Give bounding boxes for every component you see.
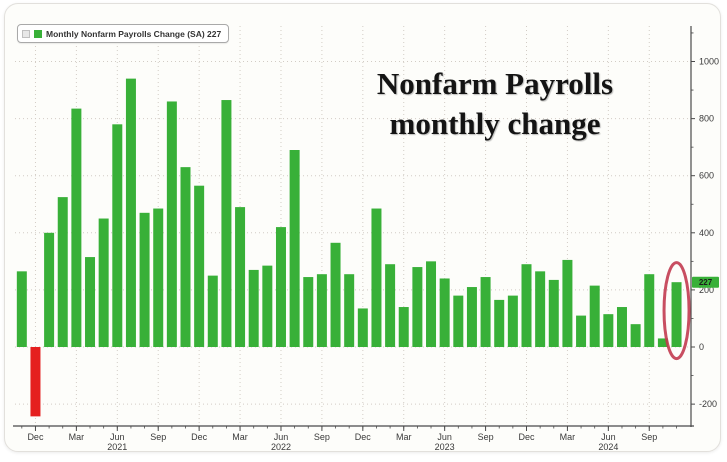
- bar-jul-2022: [289, 150, 300, 347]
- bar-oct-2021: [166, 101, 177, 347]
- x-tick-label-Sep: Sep: [150, 432, 166, 442]
- bar-jan-2021: [44, 232, 55, 347]
- bar-sep-2022: [316, 274, 327, 347]
- bar-jun-2021: [112, 124, 123, 347]
- bars: [16, 78, 682, 417]
- bar-jun-2023: [439, 278, 450, 347]
- bar-jul-2021: [125, 78, 136, 347]
- bar-apr-2024: [576, 315, 587, 347]
- bar-nov-2021: [180, 167, 191, 347]
- bar-jan-2023: [371, 208, 382, 347]
- x-year-label-2022: 2022: [271, 442, 291, 451]
- annotations: 227: [662, 261, 719, 361]
- bar-aug-2023: [466, 287, 477, 347]
- legend-drag-handle-icon: [22, 29, 30, 38]
- legend-label: Monthly Nonfarm Payrolls Change (SA) 227: [46, 28, 222, 39]
- bar-oct-2024: [657, 338, 668, 347]
- x-tick-label-Mar: Mar: [69, 432, 85, 442]
- x-tick-label-Mar: Mar: [396, 432, 412, 442]
- bar-sep-2023: [480, 277, 491, 347]
- bar-may-2024: [589, 285, 600, 347]
- x-tick-label-Jun: Jun: [601, 432, 616, 442]
- chart-title: Nonfarm Payrolls monthly change: [300, 64, 690, 144]
- y-tick-label-0: 0: [699, 342, 704, 352]
- bar-feb-2022: [221, 100, 232, 347]
- chart-title-line-2: monthly change: [389, 106, 601, 141]
- highlight-ellipse-annotation: [662, 261, 691, 361]
- y-tick-label-400: 400: [699, 228, 714, 238]
- bar-aug-2022: [303, 277, 314, 347]
- chart-card: -200 0 200 400 600 800 1000 Dec Mar Jun 2021 Sep Dec…: [4, 3, 721, 452]
- y-tick-label-600: 600: [699, 171, 714, 181]
- bar-may-2022: [262, 265, 273, 347]
- bar-nov-2023: [507, 295, 518, 347]
- bar-oct-2022: [330, 242, 341, 347]
- bar-aug-2021: [139, 212, 150, 347]
- y-tick-label--200: -200: [699, 399, 717, 409]
- bar-jul-2023: [453, 295, 464, 347]
- y-tick-label-1000: 1000: [699, 57, 719, 67]
- bar-jun-2024: [603, 314, 614, 347]
- x-tick-label-Jun: Jun: [437, 432, 452, 442]
- x-tick-label-Dec: Dec: [355, 432, 372, 442]
- y-tick-label-800: 800: [699, 114, 714, 124]
- bar-dec-2020: [30, 347, 41, 417]
- x-tick-label-Sep: Sep: [641, 432, 657, 442]
- bar-mar-2023: [398, 307, 409, 347]
- x-tick-label-Dec: Dec: [27, 432, 44, 442]
- x-tick-label-Dec: Dec: [191, 432, 208, 442]
- bar-dec-2021: [194, 185, 205, 347]
- bar-nov-2022: [344, 274, 355, 347]
- bar-apr-2023: [412, 267, 423, 347]
- x-tick-label-Mar: Mar: [560, 432, 576, 442]
- bar-jan-2024: [535, 271, 546, 347]
- x-tick-label-Mar: Mar: [232, 432, 248, 442]
- bar-sep-2024: [644, 274, 655, 347]
- bar-mar-2021: [71, 108, 82, 347]
- y-tick-label-200: 200: [699, 285, 714, 295]
- bar-mar-2024: [562, 259, 573, 347]
- bar-mar-2022: [235, 207, 246, 347]
- bar-jun-2022: [275, 227, 286, 347]
- bar-may-2021: [98, 218, 109, 347]
- bar-dec-2022: [357, 308, 368, 347]
- x-tick-label-Jun: Jun: [110, 432, 125, 442]
- last-value-badge-text: 227: [699, 278, 713, 287]
- bar-feb-2021: [57, 197, 68, 347]
- bar-feb-2024: [548, 279, 559, 347]
- bar-jul-2024: [616, 307, 627, 347]
- bar-jan-2022: [207, 275, 218, 347]
- bar-apr-2022: [248, 269, 259, 347]
- legend[interactable]: Monthly Nonfarm Payrolls Change (SA) 227: [17, 24, 230, 43]
- bar-nov-2024: [671, 282, 682, 347]
- bar-sep-2021: [153, 208, 164, 347]
- x-tick-label-Dec: Dec: [518, 432, 535, 442]
- last-value-badge: [692, 276, 719, 288]
- x-tick-label-Sep: Sep: [314, 432, 330, 442]
- legend-series-swatch-icon: [34, 29, 42, 38]
- bar-aug-2024: [630, 324, 641, 347]
- bar-oct-2023: [494, 299, 505, 347]
- bar-nov-2020: [16, 271, 27, 347]
- bar-dec-2023: [521, 264, 532, 347]
- bar-feb-2023: [385, 264, 396, 347]
- bar-may-2023: [426, 261, 437, 347]
- x-year-label-2024: 2024: [598, 442, 618, 451]
- x-year-label-2021: 2021: [107, 442, 127, 451]
- x-tick-label-Jun: Jun: [274, 432, 289, 442]
- chart-title-line-1: Nonfarm Payrolls: [376, 66, 614, 101]
- x-tick-label-Sep: Sep: [478, 432, 494, 442]
- bar-apr-2021: [85, 257, 96, 347]
- x-year-label-2023: 2023: [435, 442, 455, 451]
